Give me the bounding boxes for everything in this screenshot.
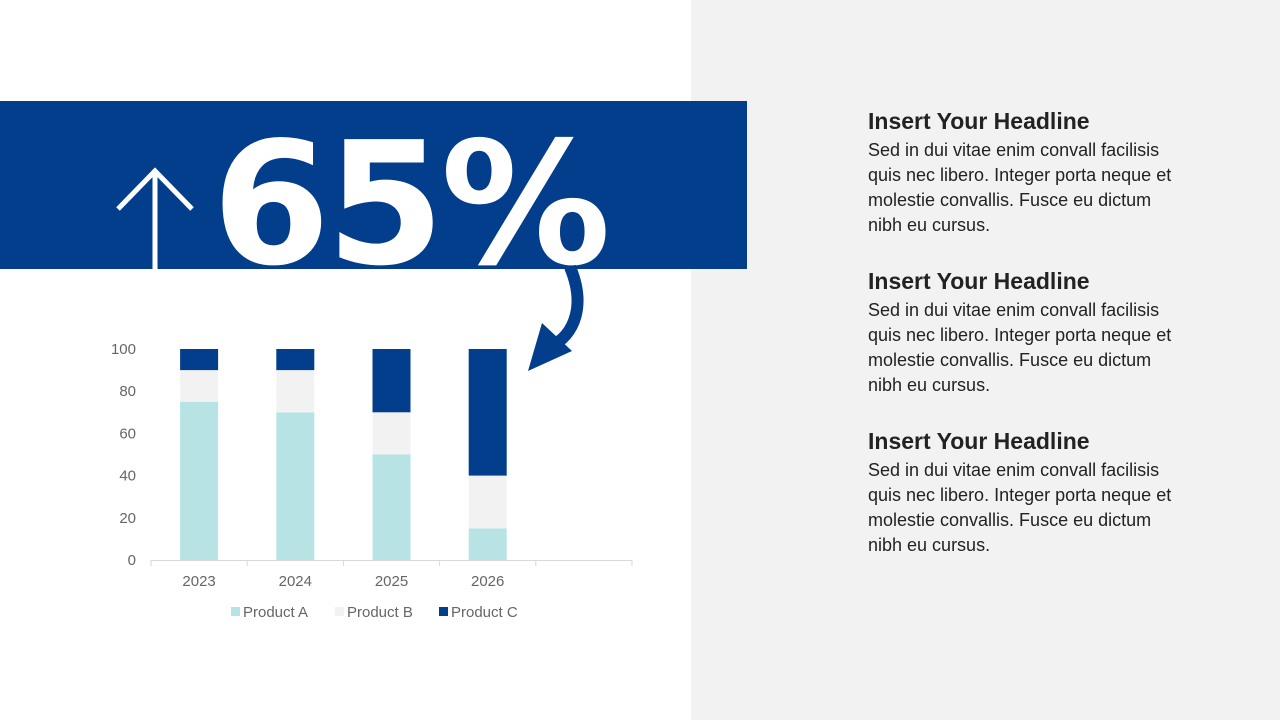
bar-segment [180, 370, 219, 402]
bar-segment [180, 349, 219, 371]
x-tick-label: 2024 [279, 573, 312, 590]
bar-segment [276, 412, 315, 560]
y-tick-label: 20 [119, 510, 136, 527]
block-body: Sed in dui vitae enim convall facilisis … [868, 140, 1172, 235]
block-body: Sed in dui vitae enim convall facilisis … [868, 460, 1172, 555]
text-block: Insert Your Headline Sed in dui vitae eni… [868, 106, 1188, 238]
bar-segment [372, 412, 411, 455]
stacked-bar-chart: 0 20 40 60 80 100 2023 2024 2025 2026 Product A Pro… [111, 341, 633, 621]
bar-segment [372, 454, 411, 560]
x-tick-label: 2025 [375, 573, 408, 590]
block-headline: Insert Your Headline [868, 268, 1090, 294]
legend-swatch [231, 607, 240, 616]
x-tick-label: 2023 [182, 573, 215, 590]
block-headline: Insert Your Headline [868, 428, 1090, 454]
bar-segment [468, 528, 507, 560]
curved-arrow-icon [528, 265, 584, 371]
bar-segment [180, 401, 219, 560]
legend-label: Product A [243, 604, 308, 621]
text-block: Insert Your Headline Sed in dui vitae eni… [868, 426, 1188, 558]
block-body: Sed in dui vitae enim convall facilisis … [868, 300, 1172, 395]
legend-swatch [335, 607, 344, 616]
y-tick-label: 0 [128, 552, 136, 569]
right-panel [691, 0, 1280, 720]
bar-segment [468, 349, 507, 476]
headline-banner [0, 101, 747, 269]
y-tick-label: 60 [119, 425, 136, 442]
block-headline: Insert Your Headline [868, 108, 1090, 134]
x-tick-label: 2026 [471, 573, 504, 590]
legend-label: Product C [451, 604, 518, 621]
legend-label: Product B [347, 604, 413, 621]
y-tick-label: 100 [111, 341, 136, 358]
percentage-callout: 65% [212, 106, 611, 304]
bar-segment [276, 349, 315, 371]
bar-segment [372, 349, 411, 413]
y-tick-label: 80 [119, 383, 136, 400]
legend-swatch [439, 607, 448, 616]
text-block: Insert Your Headline Sed in dui vitae eni… [868, 266, 1188, 398]
y-tick-label: 40 [119, 468, 136, 485]
arrow-up-icon [116, 167, 194, 271]
bar-segment [276, 370, 315, 413]
bar-segment [468, 475, 507, 529]
